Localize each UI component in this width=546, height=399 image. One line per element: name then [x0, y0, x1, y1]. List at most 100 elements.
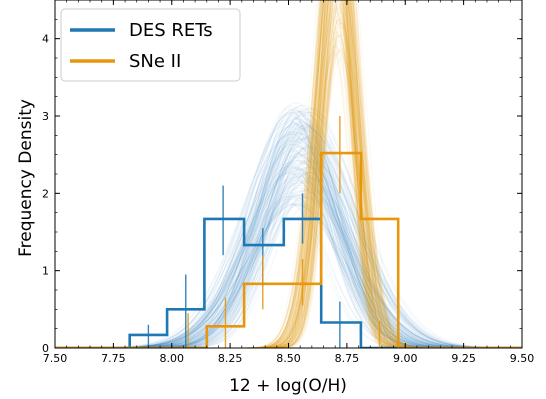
kde-curve	[55, 0, 520, 348]
kde-curve	[55, 0, 520, 348]
hist-layer	[55, 151, 522, 348]
y-axis-label: Frequency Density	[16, 99, 36, 257]
kde-curve	[55, 0, 520, 348]
kde-curve	[55, 201, 520, 348]
kde-curve	[55, 45, 520, 348]
kde-curve	[55, 33, 520, 348]
kde-curve	[55, 0, 520, 348]
kde-curve	[55, 7, 520, 348]
kde-curve	[55, 0, 520, 348]
kde-curve	[55, 0, 520, 348]
kde-curve	[55, 46, 520, 348]
x-tick-label: 9.00	[393, 352, 418, 365]
kde-curve	[55, 0, 520, 348]
kde-curve	[55, 0, 520, 348]
kde-curve	[55, 0, 520, 348]
kde-curve	[55, 0, 520, 348]
kde-curve	[55, 196, 520, 348]
kde-curve	[55, 155, 520, 348]
kde-curve	[55, 0, 520, 348]
y-tick-label: 2	[42, 187, 49, 200]
kde-curve	[55, 0, 520, 348]
kde-curve	[55, 0, 520, 348]
kde-curve	[55, 0, 520, 348]
kde-curve	[55, 0, 520, 348]
kde-curve	[55, 195, 520, 348]
kde-curve	[55, 0, 520, 348]
kde-curve	[55, 0, 520, 348]
kde-curve	[55, 0, 520, 348]
y-tick-label: 1	[42, 265, 49, 278]
kde-curve	[55, 10, 520, 348]
kde-curve	[55, 0, 520, 348]
kde-curve	[55, 0, 520, 348]
kde-curve	[55, 37, 520, 348]
kde-curve	[55, 0, 520, 348]
kde-curve	[55, 7, 520, 348]
kde-curve	[55, 31, 520, 348]
kde-curve	[55, 19, 520, 348]
kde-curve	[55, 0, 520, 348]
kde-curve	[55, 0, 520, 348]
kde-curve	[55, 0, 520, 348]
kde-curve	[55, 107, 520, 348]
kde-curve	[55, 0, 520, 348]
legend: DES RETs SNe II	[60, 8, 241, 82]
kde-curve	[55, 0, 520, 348]
kde-curve	[55, 0, 520, 348]
kde-curve	[55, 0, 520, 348]
kde-curve	[55, 150, 520, 348]
kde-curve	[55, 34, 520, 348]
kde-curve	[55, 0, 520, 348]
kde-curve	[55, 0, 520, 348]
kde-curve	[55, 0, 520, 348]
kde-curve	[55, 0, 520, 348]
kde-curve	[55, 0, 520, 348]
kde-curve	[55, 0, 520, 348]
kde-curve	[55, 169, 520, 348]
kde-curve	[55, 51, 520, 348]
legend-box	[60, 8, 241, 82]
kde-curve	[55, 33, 520, 348]
x-tick-label: 8.75	[335, 352, 360, 365]
kde-curve	[55, 0, 520, 348]
kde-curve	[55, 50, 520, 348]
kde-curve	[55, 2, 520, 348]
kde-curve	[55, 0, 520, 348]
kde-curve	[55, 0, 520, 348]
legend-label-des-rets: DES RETs	[129, 20, 213, 41]
kde-curve	[55, 0, 520, 348]
kde-curve	[55, 0, 520, 348]
kde-curve	[55, 0, 520, 348]
kde-curve	[55, 39, 520, 348]
kde-curve	[55, 8, 520, 348]
kde-curve	[55, 119, 520, 348]
kde-curve	[55, 0, 520, 348]
kde-curve	[55, 0, 520, 348]
kde-curve	[55, 0, 520, 348]
kde-curve	[55, 0, 520, 348]
x-tick-label: 9.50	[510, 352, 535, 365]
kde-curve	[55, 42, 520, 348]
kde-curve	[55, 31, 520, 348]
kde-curve	[55, 0, 520, 348]
kde-curve	[55, 0, 520, 348]
kde-curve	[55, 0, 520, 348]
kde-curve	[55, 0, 520, 348]
kde-curve	[55, 0, 520, 348]
kde-curve	[55, 48, 520, 348]
kde-curve	[55, 0, 520, 348]
kde-curve	[55, 122, 520, 348]
kde-curve	[55, 0, 520, 348]
kde-curve	[55, 0, 520, 348]
kde-curve	[55, 0, 520, 348]
kde-curve	[55, 0, 520, 348]
kde-curve	[55, 0, 520, 348]
kde-curve	[55, 192, 520, 348]
kde-curve	[55, 0, 520, 348]
kde-curve	[55, 0, 520, 348]
kde-curve	[55, 0, 520, 348]
kde-curve	[55, 0, 520, 348]
x-tick-label: 7.50	[43, 352, 68, 365]
